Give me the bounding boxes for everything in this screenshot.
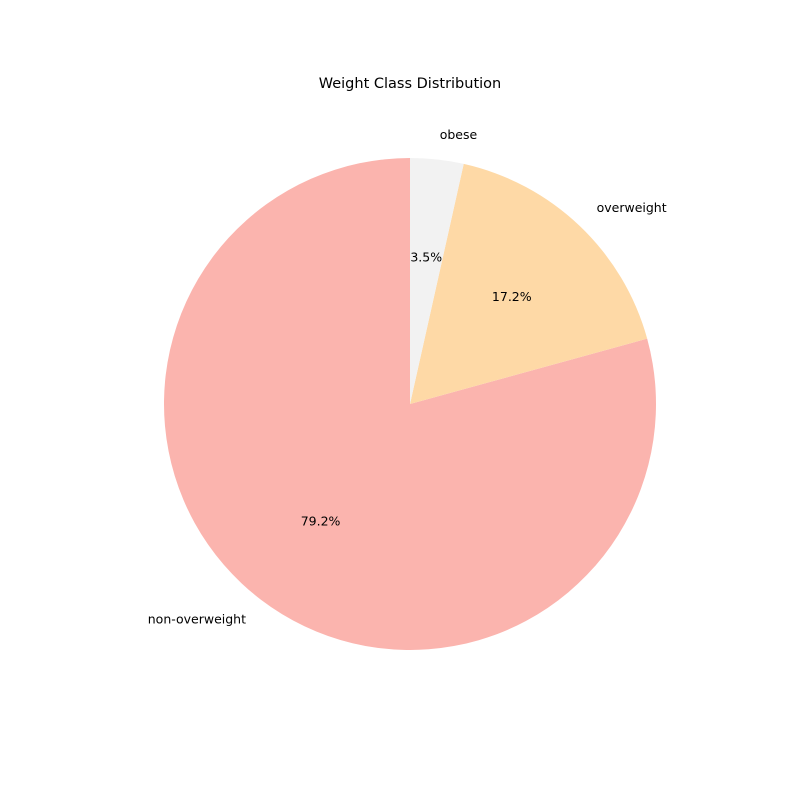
slice-percent-overweight: 17.2% <box>492 289 532 304</box>
slice-label-non-overweight: non-overweight <box>148 611 246 626</box>
pie-slice-overweight <box>410 163 648 404</box>
slice-percent-obese: 3.5% <box>410 249 442 264</box>
slice-percent-non-overweight: 79.2% <box>301 513 341 528</box>
pie-slices <box>164 158 657 650</box>
pie-slice-non-overweight <box>164 158 657 650</box>
slice-label-overweight: overweight <box>597 200 667 215</box>
pie-slice-obese <box>410 158 464 404</box>
slice-label-obese: obese <box>440 127 478 142</box>
chart-title: Weight Class Distribution <box>319 76 501 92</box>
pie-labels: non-overweight 79.2% overweight 17.2% obese 3… <box>148 127 667 626</box>
